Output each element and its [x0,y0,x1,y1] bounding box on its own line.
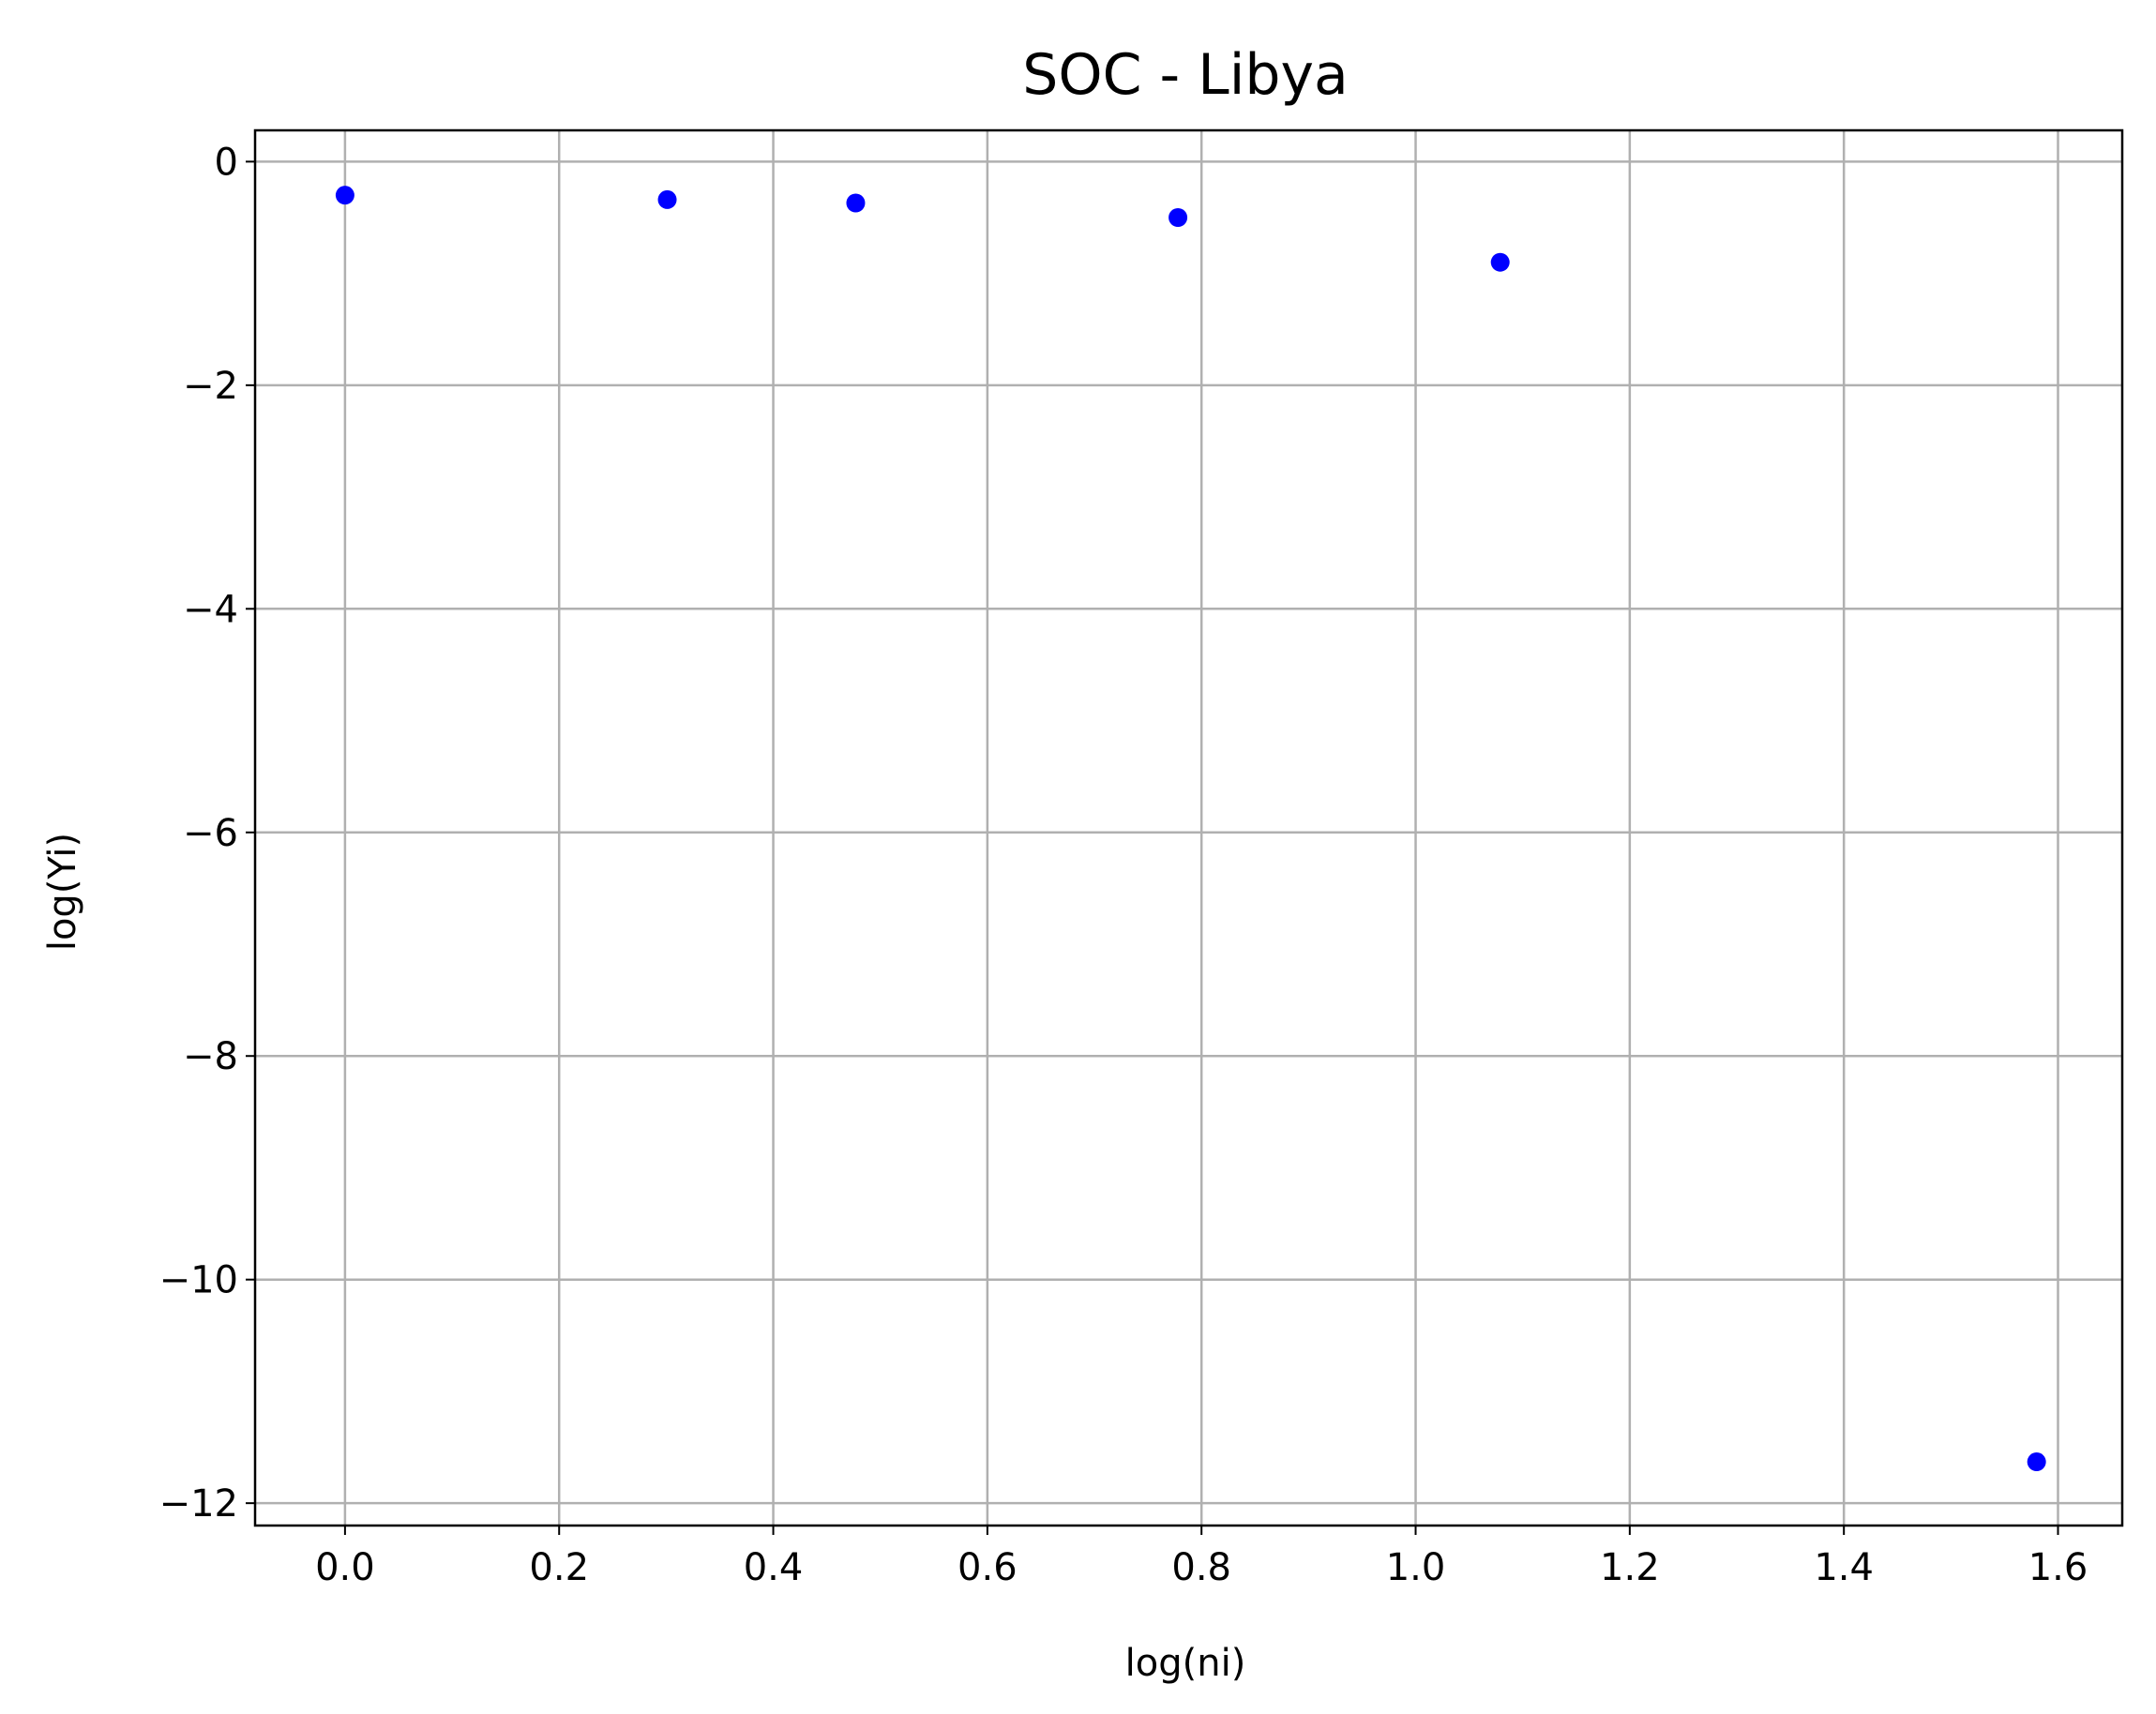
data-point [1168,208,1188,227]
data-point [846,193,866,213]
grid [255,130,2122,1526]
x-tick-label: 1.2 [1600,1546,1660,1589]
y-tick-label: −10 [159,1259,238,1302]
x-tick-label: 0.2 [529,1546,589,1589]
chart-title: SOC - Libya [1022,42,1348,108]
y-axis-label: log(Yi) [41,833,84,951]
y-tick-label: −4 [183,588,238,631]
x-tick-label: 0.8 [1171,1546,1231,1589]
x-tick-label: 0.0 [315,1546,375,1589]
y-tick-label: −2 [183,365,238,408]
y-tick-label: −6 [183,812,238,855]
x-tick-label: 1.4 [1814,1546,1874,1589]
x-tick-label: 0.6 [957,1546,1018,1589]
y-tick-label: −8 [183,1035,238,1078]
y-tick-label: −12 [159,1482,238,1526]
data-point [1490,252,1510,272]
x-tick-label: 0.4 [744,1546,804,1589]
y-tick-label: 0 [215,141,238,184]
axis-ticks: 0.0 0.2 0.4 0.6 0.8 1.0 1.2 1.4 1.6 0 −2 −4 −6 −8 −10 −… [159,141,2088,1589]
data-point [2027,1452,2046,1472]
data-point [335,186,354,205]
data-point [657,189,677,209]
x-tick-label: 1.6 [2028,1546,2088,1589]
data-points [335,186,2046,1472]
plot-frame [253,128,2124,1527]
x-tick-label: 1.0 [1386,1546,1446,1589]
x-axis-label: log(ni) [1125,1642,1246,1685]
